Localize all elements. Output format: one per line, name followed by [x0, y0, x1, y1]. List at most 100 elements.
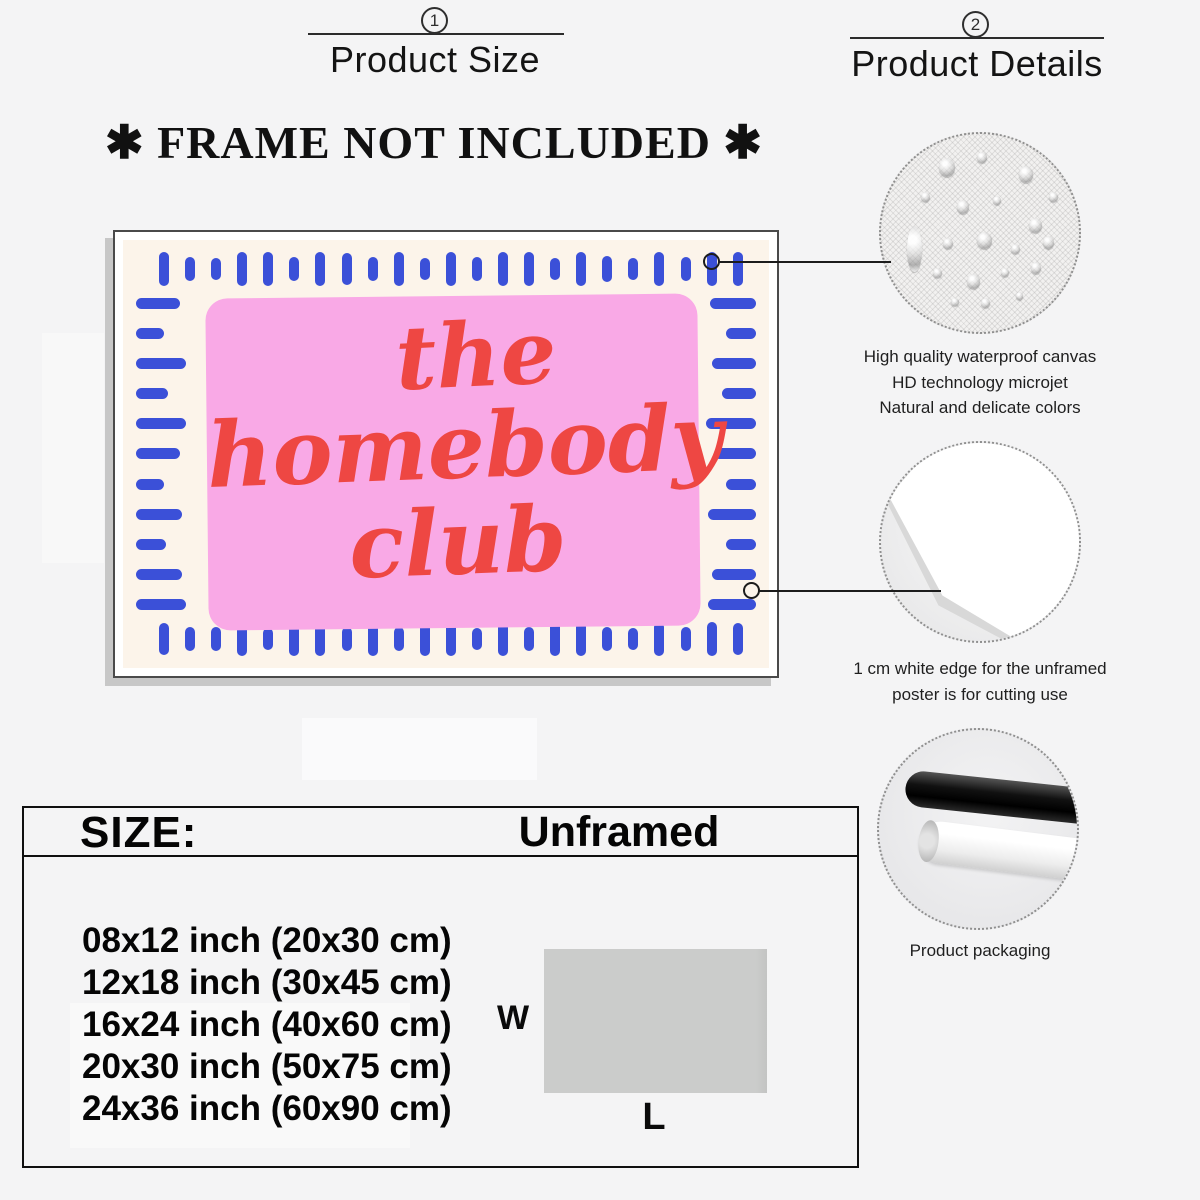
size-table: SIZE: Unframed 08x12 inch (20x30 cm) 12x… — [22, 806, 859, 1168]
blue-dash — [263, 628, 274, 650]
blue-dash — [393, 627, 404, 651]
blue-dash — [732, 252, 743, 286]
blue-dash — [289, 622, 300, 656]
poster-text-line-3: club — [347, 485, 569, 600]
blue-dash — [237, 252, 248, 286]
canvas-texture-photo — [879, 132, 1081, 334]
water-droplet — [1049, 192, 1058, 202]
blue-dash — [708, 598, 756, 610]
blue-dash — [714, 448, 756, 460]
water-droplet — [1031, 262, 1041, 274]
blue-dash — [550, 622, 561, 656]
frame-not-included-notice: ✱ FRAME NOT INCLUDED ✱ — [105, 117, 763, 168]
blue-dash — [445, 252, 456, 286]
water-droplet — [1001, 268, 1009, 277]
blue-dash — [708, 508, 756, 520]
circled-number-1: 1 — [421, 7, 448, 34]
poster-dash-border-right — [700, 298, 756, 610]
blue-dash — [706, 418, 756, 430]
blue-dash — [211, 258, 222, 280]
blue-dash — [712, 358, 756, 370]
blue-dash — [524, 252, 535, 286]
blue-dash — [367, 257, 378, 281]
blue-dash — [726, 478, 756, 490]
caption-line: 1 cm white edge for the unframed — [853, 659, 1107, 678]
poster-dash-border-left — [136, 298, 192, 610]
size-row: 08x12 inch (20x30 cm) — [82, 921, 452, 960]
size-table-header: SIZE: Unframed — [24, 808, 857, 857]
size-row: 24x36 inch (60x90 cm) — [82, 1089, 452, 1128]
water-droplet — [977, 152, 987, 163]
callout-line-edge — [759, 590, 941, 592]
white-edge-caption: 1 cm white edge for the unframed poster … — [800, 656, 1160, 707]
caption-line: High quality waterproof canvas — [863, 347, 1097, 366]
blue-dash — [498, 622, 509, 656]
blue-dash — [576, 622, 587, 656]
blue-dash — [710, 298, 756, 309]
caption-line: poster is for cutting use — [892, 684, 1068, 704]
blue-dash — [367, 622, 378, 656]
callout-line-canvas — [719, 261, 891, 263]
blue-dash — [185, 627, 196, 651]
size-row: 20x30 inch (50x75 cm) — [82, 1047, 452, 1086]
water-droplet — [951, 298, 959, 306]
water-droplet — [943, 238, 953, 249]
blue-dash — [726, 538, 756, 550]
blue-dash — [732, 623, 743, 655]
size-table-header-unframed: Unframed — [518, 808, 720, 856]
dimension-diagram-rectangle — [544, 949, 767, 1093]
water-droplet — [939, 158, 955, 177]
blue-dash — [315, 622, 326, 656]
water-droplet — [957, 200, 969, 214]
paper-corner-photo — [879, 441, 1081, 643]
length-label: L — [642, 1096, 666, 1138]
callout-marker-canvas — [703, 253, 720, 270]
blue-dash — [136, 448, 180, 460]
caption-line: HD technology microjet — [892, 372, 1068, 392]
blue-dash — [341, 253, 352, 285]
blue-dash — [445, 622, 456, 656]
blue-dash — [550, 258, 561, 280]
blue-dash — [211, 627, 222, 651]
blue-dash — [136, 328, 164, 340]
blue-dash — [498, 252, 509, 286]
size-table-header-size: SIZE: — [80, 808, 198, 857]
blue-dash — [726, 328, 756, 340]
poster-text-line-2: homebody — [205, 384, 725, 509]
blue-dash — [471, 628, 482, 650]
section-1-underline — [308, 33, 564, 35]
water-droplet — [993, 196, 1001, 205]
blue-dash — [712, 568, 756, 580]
water-droplet — [907, 226, 922, 272]
water-droplet — [981, 298, 990, 308]
blue-dash — [136, 568, 182, 580]
blue-dash — [341, 627, 352, 651]
poster-artwork: the homebody club — [123, 240, 769, 668]
blue-dash — [419, 258, 430, 280]
blue-dash — [654, 622, 665, 656]
section-2-title: Product Details — [851, 43, 1103, 84]
blue-dash — [263, 252, 274, 286]
blue-dash — [136, 388, 168, 400]
blue-dash — [159, 252, 169, 286]
blue-dash — [471, 257, 482, 281]
canvas-caption: High quality waterproof canvas HD techno… — [805, 344, 1155, 421]
blue-dash — [680, 257, 691, 281]
blue-dash — [576, 252, 587, 286]
blue-dash — [706, 622, 717, 656]
blue-dash — [654, 252, 665, 286]
blue-dash — [136, 598, 186, 610]
poster-pink-panel: the homebody club — [205, 293, 725, 631]
water-droplet — [977, 232, 992, 249]
blue-dash — [524, 627, 535, 651]
caption-line: Product packaging — [909, 941, 1051, 960]
section-1-title: Product Size — [329, 39, 541, 80]
blue-dash — [680, 627, 691, 651]
poster-preview: the homebody club — [113, 230, 779, 678]
water-droplet — [933, 268, 942, 278]
white-rolled-poster — [917, 819, 1077, 883]
size-row: 12x18 inch (30x45 cm) — [82, 963, 452, 1002]
blue-dash — [419, 622, 430, 656]
blue-dash — [136, 298, 180, 309]
